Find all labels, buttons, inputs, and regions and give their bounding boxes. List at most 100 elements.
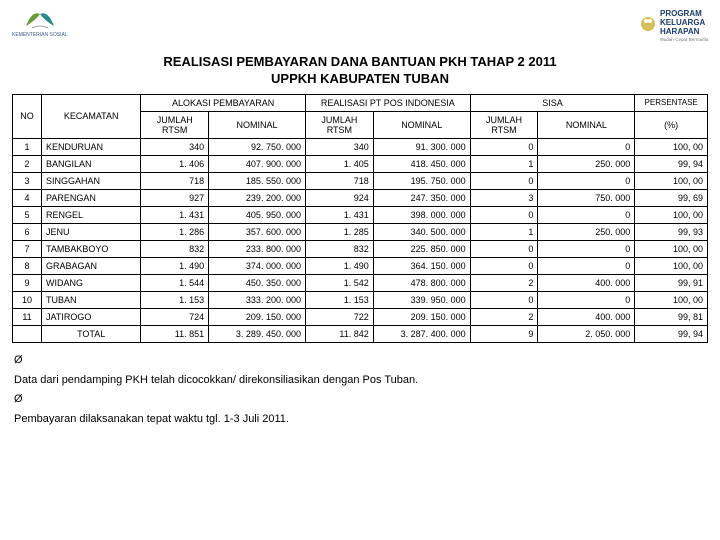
cell-a-n: 233. 800. 000 bbox=[209, 240, 306, 257]
cell-p: 99, 81 bbox=[635, 308, 708, 325]
cell-r-n: 339. 950. 000 bbox=[373, 291, 470, 308]
cell-total-s-j: 9 bbox=[470, 325, 538, 342]
cell-r-j: 340 bbox=[305, 138, 373, 155]
cell-s-n: 750. 000 bbox=[538, 189, 635, 206]
cell-no: 7 bbox=[13, 240, 42, 257]
cell-kec: PARENGAN bbox=[42, 189, 141, 206]
cell-r-n: 364. 150. 000 bbox=[373, 257, 470, 274]
th-r-jumlah: JUMLAH RTSM bbox=[305, 111, 373, 138]
cell-total-a-j: 11. 851 bbox=[141, 325, 209, 342]
cell-total-blank bbox=[13, 325, 42, 342]
cell-s-j: 2 bbox=[470, 308, 538, 325]
th-alokasi: ALOKASI PEMBAYARAN bbox=[141, 94, 306, 111]
logo-right: PROGRAM KELUARGA HARAPAN Mudah·Cepat·Ber… bbox=[638, 4, 708, 44]
kemensos-icon bbox=[22, 4, 58, 32]
cell-s-j: 0 bbox=[470, 291, 538, 308]
cell-a-j: 724 bbox=[141, 308, 209, 325]
logo-left-caption: KEMENTERIAN SOSIAL bbox=[12, 33, 68, 38]
cell-r-n: 478. 800. 000 bbox=[373, 274, 470, 291]
cell-s-j: 0 bbox=[470, 240, 538, 257]
cell-a-n: 374. 000. 000 bbox=[209, 257, 306, 274]
cell-no: 4 bbox=[13, 189, 42, 206]
cell-a-n: 333. 200. 000 bbox=[209, 291, 306, 308]
svg-text:HARAPAN: HARAPAN bbox=[660, 27, 700, 36]
cell-a-n: 185. 550. 000 bbox=[209, 172, 306, 189]
cell-s-j: 1 bbox=[470, 155, 538, 172]
table-row: 10TUBAN1. 153333. 200. 0001. 153339. 950… bbox=[13, 291, 708, 308]
pkh-icon: PROGRAM KELUARGA HARAPAN Mudah·Cepat·Ber… bbox=[638, 4, 708, 44]
cell-total-p: 99, 94 bbox=[635, 325, 708, 342]
cell-kec: TUBAN bbox=[42, 291, 141, 308]
cell-no: 10 bbox=[13, 291, 42, 308]
table-row: 7TAMBAKBOYO832233. 800. 000832225. 850. … bbox=[13, 240, 708, 257]
table-row: 5RENGEL1. 431405. 950. 0001. 431398. 000… bbox=[13, 206, 708, 223]
cell-no: 11 bbox=[13, 308, 42, 325]
cell-a-j: 718 bbox=[141, 172, 209, 189]
cell-s-j: 2 bbox=[470, 274, 538, 291]
cell-a-j: 340 bbox=[141, 138, 209, 155]
note-2: ØPembayaran dilaksanakan tepat waktu tgl… bbox=[14, 390, 720, 430]
cell-no: 6 bbox=[13, 223, 42, 240]
cell-r-n: 225. 850. 000 bbox=[373, 240, 470, 257]
svg-text:Mudah·Cepat·Bermanfaat: Mudah·Cepat·Bermanfaat bbox=[660, 37, 708, 42]
cell-r-n: 398. 000. 000 bbox=[373, 206, 470, 223]
page-title: REALISASI PEMBAYARAN DANA BANTUAN PKH TA… bbox=[0, 54, 720, 88]
cell-kec: TAMBAKBOYO bbox=[42, 240, 141, 257]
cell-a-n: 92. 750. 000 bbox=[209, 138, 306, 155]
table-row: 9WIDANG1. 544450. 350. 0001. 542478. 800… bbox=[13, 274, 708, 291]
cell-kec: KENDURUAN bbox=[42, 138, 141, 155]
th-no: NO bbox=[13, 94, 42, 138]
svg-text:PROGRAM: PROGRAM bbox=[660, 9, 702, 18]
cell-s-n: 0 bbox=[538, 291, 635, 308]
cell-a-j: 927 bbox=[141, 189, 209, 206]
cell-s-n: 0 bbox=[538, 172, 635, 189]
th-realisasi: REALISASI PT POS INDONESIA bbox=[305, 94, 470, 111]
cell-r-j: 924 bbox=[305, 189, 373, 206]
header: KEMENTERIAN SOSIAL PROGRAM KELUARGA HARA… bbox=[0, 0, 720, 50]
cell-a-n: 405. 950. 000 bbox=[209, 206, 306, 223]
cell-s-n: 400. 000 bbox=[538, 308, 635, 325]
th-a-nominal: NOMINAL bbox=[209, 111, 306, 138]
table-row: 11JATIROGO724209. 150. 000722209. 150. 0… bbox=[13, 308, 708, 325]
cell-no: 9 bbox=[13, 274, 42, 291]
cell-no: 5 bbox=[13, 206, 42, 223]
cell-r-j: 1. 542 bbox=[305, 274, 373, 291]
table-row: 1KENDURUAN34092. 750. 00034091. 300. 000… bbox=[13, 138, 708, 155]
cell-kec: JATIROGO bbox=[42, 308, 141, 325]
table-row: 8GRABAGAN1. 490374. 000. 0001. 490364. 1… bbox=[13, 257, 708, 274]
cell-kec: SINGGAHAN bbox=[42, 172, 141, 189]
svg-text:KELUARGA: KELUARGA bbox=[660, 18, 706, 27]
cell-s-n: 0 bbox=[538, 138, 635, 155]
cell-no: 1 bbox=[13, 138, 42, 155]
cell-s-n: 400. 000 bbox=[538, 274, 635, 291]
cell-s-j: 3 bbox=[470, 189, 538, 206]
cell-kec: GRABAGAN bbox=[42, 257, 141, 274]
cell-s-j: 0 bbox=[470, 138, 538, 155]
cell-p: 100, 00 bbox=[635, 206, 708, 223]
cell-r-j: 832 bbox=[305, 240, 373, 257]
cell-p: 99, 69 bbox=[635, 189, 708, 206]
cell-a-j: 1. 431 bbox=[141, 206, 209, 223]
cell-a-j: 832 bbox=[141, 240, 209, 257]
logo-left: KEMENTERIAN SOSIAL bbox=[12, 4, 68, 38]
cell-total-r-n: 3. 287. 400. 000 bbox=[373, 325, 470, 342]
note-1: ØData dari pendamping PKH telah dicocokk… bbox=[14, 351, 720, 391]
title-line-2: UPPKH KABUPATEN TUBAN bbox=[271, 71, 449, 86]
cell-s-n: 250. 000 bbox=[538, 223, 635, 240]
table-row: 3SINGGAHAN718185. 550. 000718195. 750. 0… bbox=[13, 172, 708, 189]
cell-r-n: 418. 450. 000 bbox=[373, 155, 470, 172]
cell-p: 99, 91 bbox=[635, 274, 708, 291]
cell-total-label: TOTAL bbox=[42, 325, 141, 342]
cell-no: 3 bbox=[13, 172, 42, 189]
th-s-jumlah: JUMLAH RTSM bbox=[470, 111, 538, 138]
cell-r-n: 209. 150. 000 bbox=[373, 308, 470, 325]
table-row: 2BANGILAN1. 406407. 900. 0001. 405418. 4… bbox=[13, 155, 708, 172]
cell-no: 8 bbox=[13, 257, 42, 274]
cell-s-n: 250. 000 bbox=[538, 155, 635, 172]
cell-s-j: 1 bbox=[470, 223, 538, 240]
cell-a-j: 1. 153 bbox=[141, 291, 209, 308]
notes: ØData dari pendamping PKH telah dicocokk… bbox=[14, 351, 720, 430]
th-a-jumlah: JUMLAH RTSM bbox=[141, 111, 209, 138]
cell-r-j: 1. 285 bbox=[305, 223, 373, 240]
cell-s-n: 0 bbox=[538, 257, 635, 274]
